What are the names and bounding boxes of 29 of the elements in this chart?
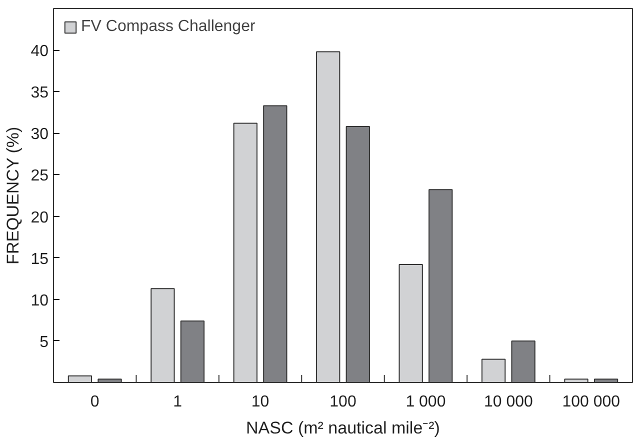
legend-label: FV Compass Challenger [81,18,256,36]
y-tick-label: 15 [30,250,49,268]
x-tick-label: 10 [251,394,270,410]
x-tick-label: 1 000 [406,394,446,410]
bar [428,189,453,382]
y-tick-label: 25 [30,168,49,185]
bar [68,375,92,382]
bar [511,340,536,382]
y-axis-title: FREQUENCY (%) [4,126,23,264]
bar [180,320,205,382]
bar [263,105,288,382]
bar [150,288,175,382]
y-tick-label: 20 [30,209,49,226]
x-axis-title: NASC (m² nautical mile⁻²) [246,418,440,438]
bar [233,122,258,382]
bar [346,126,370,382]
x-tick-label: 10 000 [484,394,533,410]
bar [316,51,340,382]
bar [398,264,423,382]
y-tick-label: 30 [30,126,49,144]
bar [481,358,506,382]
y-tick-label: 5 [40,334,49,351]
x-tick-label: 100 000 [562,394,620,410]
y-tick-label: 35 [30,84,49,102]
x-tick-label: 0 [90,394,100,410]
x-tick-label: 1 [173,394,182,410]
x-tick-label: 100 [330,394,356,410]
y-tick-label: 40 [30,43,49,60]
y-tick-label: 10 [30,292,49,310]
